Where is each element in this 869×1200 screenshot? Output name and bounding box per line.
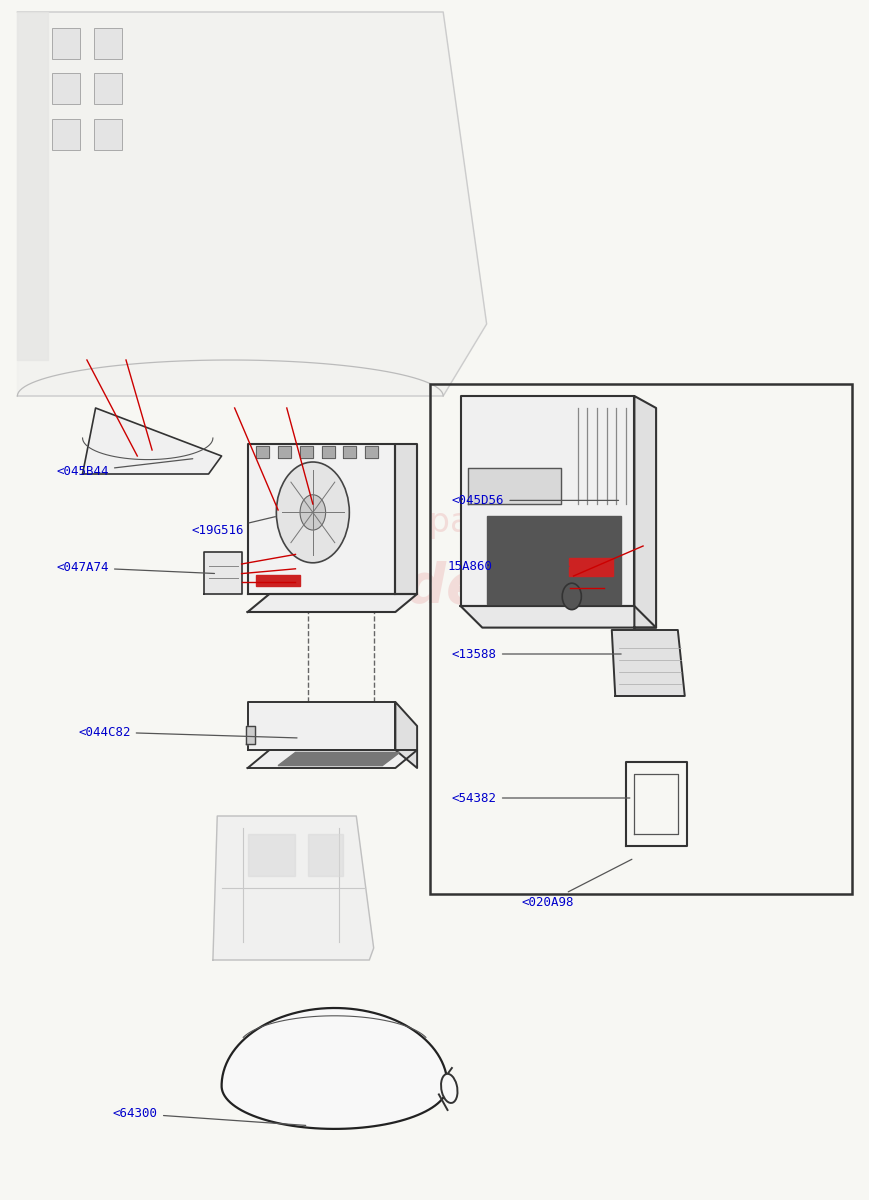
Polygon shape	[248, 702, 395, 750]
Polygon shape	[213, 816, 374, 960]
Polygon shape	[634, 396, 656, 628]
Text: <19G516: <19G516	[191, 517, 275, 536]
Polygon shape	[248, 444, 395, 594]
Bar	[94, 73, 122, 104]
Polygon shape	[248, 594, 417, 612]
Polygon shape	[256, 446, 269, 458]
Text: <044C82: <044C82	[78, 726, 297, 738]
Polygon shape	[395, 444, 417, 594]
Polygon shape	[300, 446, 313, 458]
Polygon shape	[468, 468, 561, 504]
Text: <020A98: <020A98	[521, 859, 632, 908]
Polygon shape	[278, 446, 291, 458]
Polygon shape	[248, 750, 417, 768]
Polygon shape	[461, 606, 656, 628]
Text: <045D56: <045D56	[452, 494, 619, 506]
Text: car  parts: car parts	[355, 505, 514, 539]
Polygon shape	[17, 12, 487, 396]
Text: <54382: <54382	[452, 792, 630, 804]
Polygon shape	[248, 834, 295, 876]
Text: <64300: <64300	[113, 1108, 306, 1126]
Circle shape	[276, 462, 349, 563]
Polygon shape	[204, 552, 242, 594]
Polygon shape	[461, 396, 634, 606]
Bar	[430, 384, 852, 894]
Polygon shape	[365, 446, 378, 458]
Polygon shape	[222, 1008, 448, 1129]
Bar	[52, 28, 80, 59]
Text: scuderia: scuderia	[302, 560, 567, 614]
Text: <047A74: <047A74	[56, 562, 215, 574]
Bar	[94, 28, 122, 59]
Polygon shape	[634, 774, 678, 834]
Text: <13588: <13588	[452, 648, 621, 660]
Polygon shape	[322, 446, 335, 458]
Ellipse shape	[441, 1074, 457, 1103]
Bar	[52, 73, 80, 104]
Polygon shape	[246, 726, 255, 744]
Circle shape	[300, 494, 326, 530]
Polygon shape	[256, 575, 300, 586]
Circle shape	[562, 583, 581, 610]
Polygon shape	[83, 408, 222, 474]
Text: <045B44: <045B44	[56, 458, 193, 478]
Bar	[52, 119, 80, 150]
Polygon shape	[17, 12, 48, 360]
Polygon shape	[343, 446, 356, 458]
Bar	[94, 119, 122, 150]
Polygon shape	[278, 752, 400, 766]
Polygon shape	[308, 834, 343, 876]
Polygon shape	[487, 516, 621, 604]
Polygon shape	[569, 558, 613, 576]
Text: 15A860: 15A860	[448, 560, 569, 572]
Polygon shape	[395, 702, 417, 768]
Polygon shape	[612, 630, 685, 696]
